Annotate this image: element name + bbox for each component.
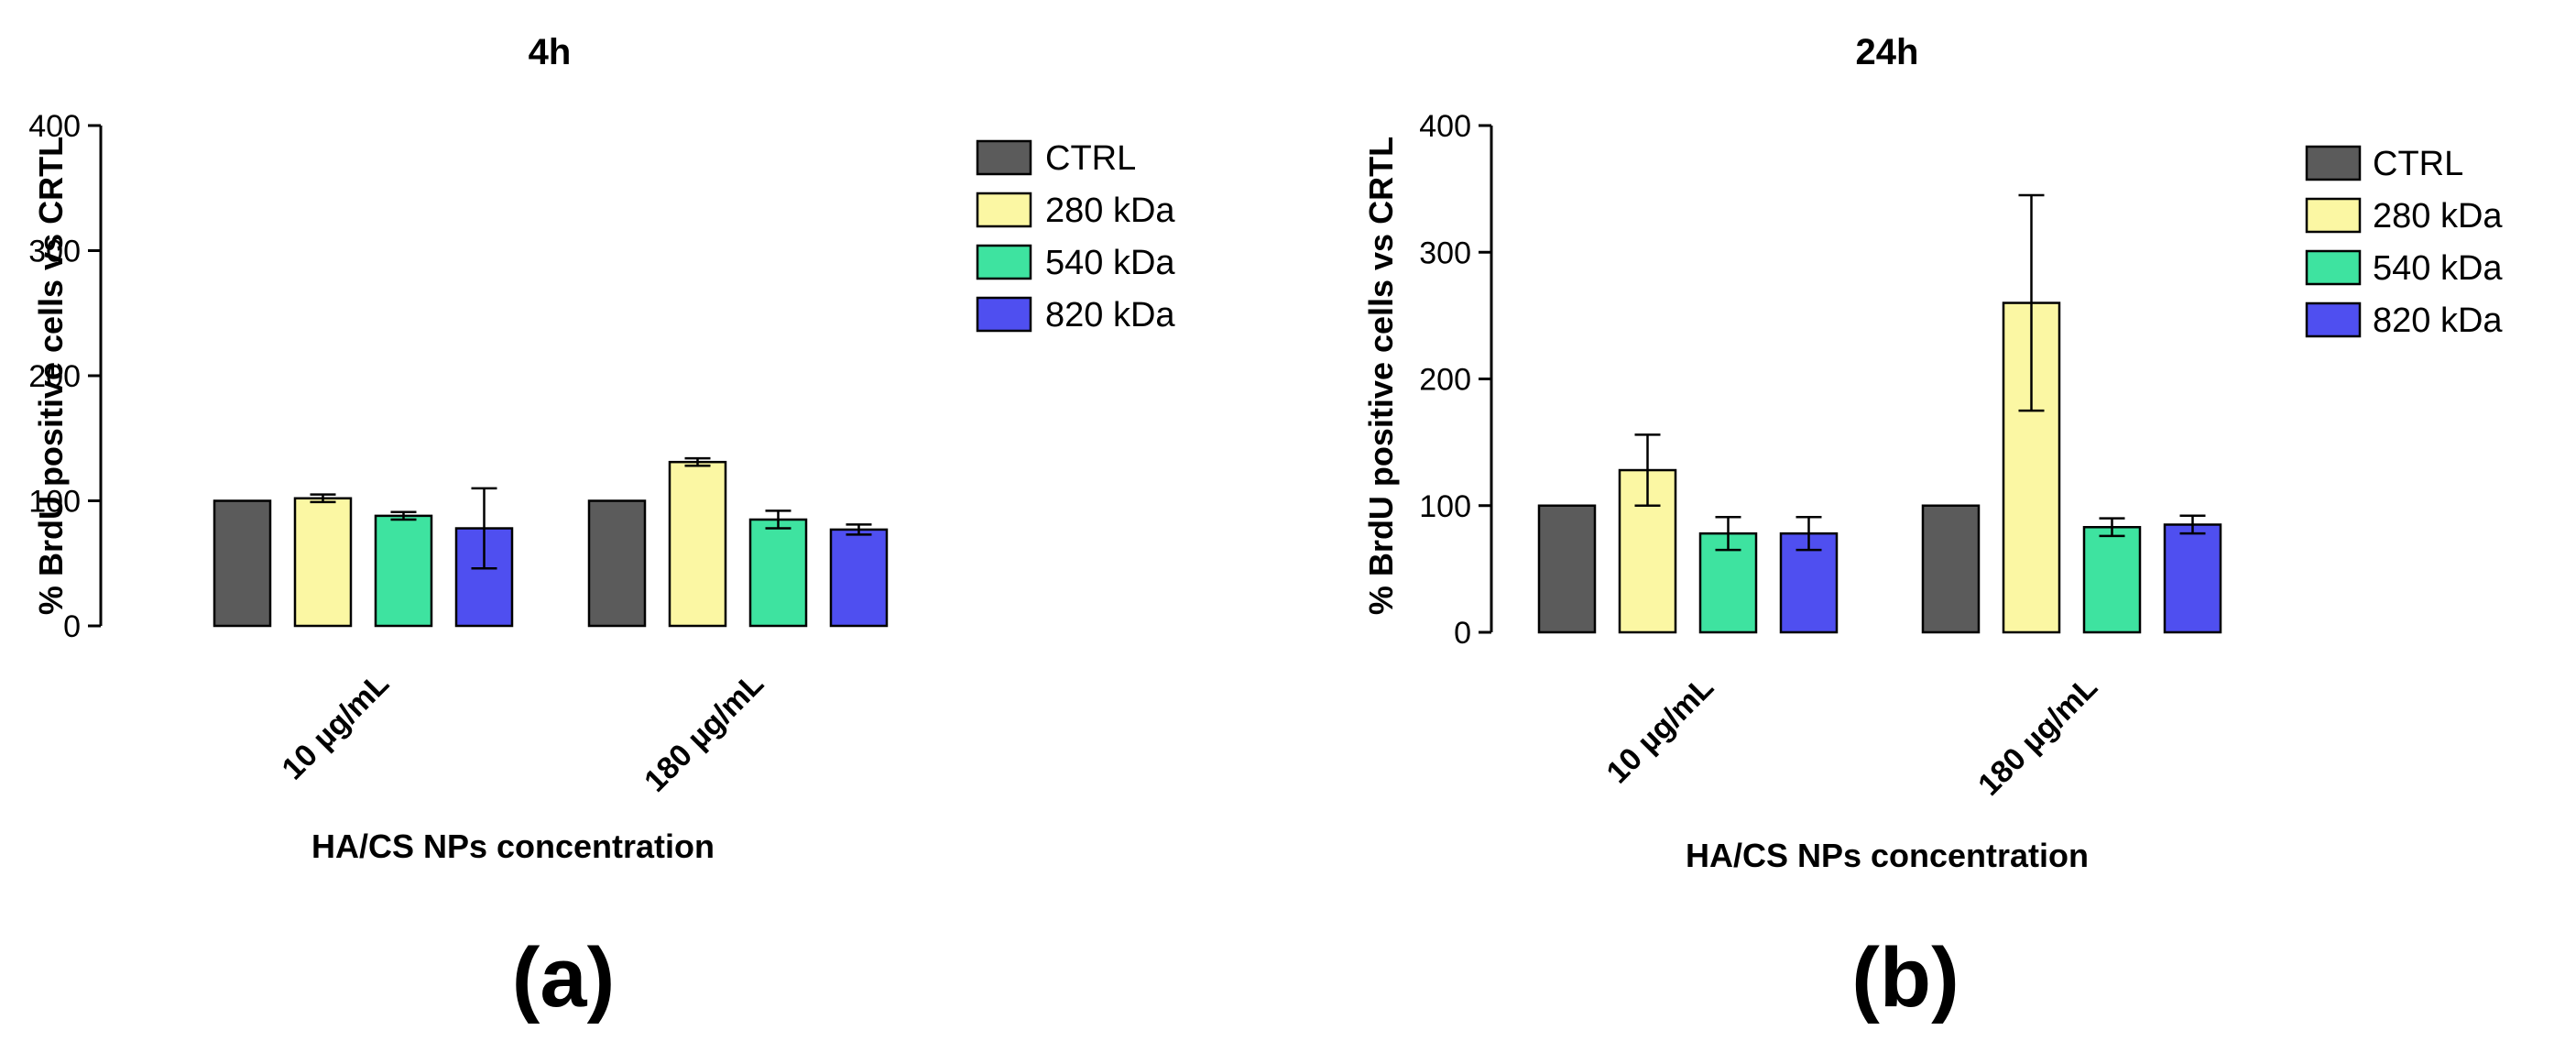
legend-swatch bbox=[2305, 301, 2362, 338]
bar[interactable] bbox=[587, 499, 647, 628]
x-axis-label: HA/CS NPs concentration bbox=[1686, 837, 2089, 874]
bar[interactable] bbox=[2163, 523, 2222, 634]
y-tick-label: 0 bbox=[1454, 616, 1471, 651]
y-tick-label: 100 bbox=[1419, 489, 1471, 524]
y-axis-label: % BrdU positive cells vs CRTL bbox=[32, 137, 70, 615]
legend-label: CTRL bbox=[1045, 139, 1136, 178]
panel-b: 24h 0 100 200 300 400 % BrdU positive cells vs… bbox=[1362, 32, 2503, 1025]
legend-swatch bbox=[2305, 145, 2362, 181]
x-category-label: 10 µg/mL bbox=[276, 666, 397, 787]
legend-label: CTRL bbox=[2373, 145, 2463, 183]
legend-swatch bbox=[976, 192, 1032, 228]
panel-a: 4h 0 100 200 300 400% BrdU positive cells vs … bbox=[28, 32, 1175, 1025]
legend-label: 280 kDa bbox=[1045, 192, 1175, 230]
y-tick-label: 300 bbox=[28, 235, 81, 269]
legend-swatch bbox=[976, 244, 1032, 280]
y-tick-label: 200 bbox=[28, 359, 81, 394]
legend-swatch bbox=[2305, 249, 2362, 286]
legend-swatch bbox=[976, 139, 1032, 176]
legend-swatch bbox=[2305, 197, 2362, 234]
bar[interactable] bbox=[213, 499, 272, 628]
panel-label: (b) bbox=[1851, 931, 1959, 1025]
x-category-label: 10 µg/mL bbox=[1600, 670, 1721, 791]
bar[interactable] bbox=[1537, 504, 1597, 634]
bar[interactable] bbox=[668, 460, 727, 628]
legend-swatch bbox=[976, 296, 1032, 333]
x-category-label: 180 µg/mL bbox=[638, 666, 770, 799]
x-category-label: 180 µg/mL bbox=[1971, 670, 2104, 803]
y-tick-label: 400 bbox=[28, 109, 81, 144]
bar[interactable] bbox=[293, 497, 353, 628]
legend-label: 540 kDa bbox=[1045, 244, 1175, 282]
bar[interactable] bbox=[748, 518, 808, 628]
y-tick-label: 0 bbox=[63, 609, 81, 644]
bar[interactable] bbox=[2082, 526, 2142, 634]
y-axis-label: % BrdU positive cells vs CRTL bbox=[1362, 137, 1400, 615]
chart-title: 4h bbox=[529, 32, 572, 72]
legend-label: 820 kDa bbox=[2373, 301, 2503, 340]
y-tick-label: 300 bbox=[1419, 236, 1471, 270]
x-axis-label: HA/CS NPs concentration bbox=[311, 827, 715, 865]
bar[interactable] bbox=[1921, 504, 1981, 634]
legend-label: 280 kDa bbox=[2373, 197, 2503, 236]
panel-label: (a) bbox=[512, 931, 615, 1025]
bar[interactable] bbox=[374, 514, 433, 628]
chart-title: 24h bbox=[1856, 32, 1919, 72]
y-tick-label: 400 bbox=[1419, 109, 1471, 144]
legend-label: 540 kDa bbox=[2373, 249, 2503, 288]
y-tick-label: 200 bbox=[1419, 363, 1471, 398]
legend-label: 820 kDa bbox=[1045, 296, 1175, 334]
y-tick-label: 100 bbox=[28, 485, 81, 520]
bar[interactable] bbox=[829, 528, 889, 628]
